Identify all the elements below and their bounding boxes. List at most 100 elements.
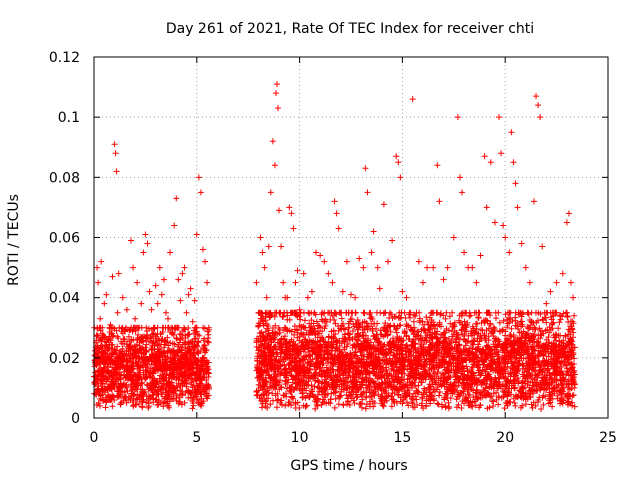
data-point-band: [130, 355, 137, 362]
data-point-band: [199, 366, 206, 373]
data-point-band: [178, 331, 185, 338]
data-point-band: [195, 339, 202, 346]
data-point-band: [161, 367, 168, 374]
data-point-band: [258, 404, 265, 411]
data-point-band: [429, 393, 436, 400]
data-point-band: [138, 376, 145, 383]
data-point-band: [121, 350, 128, 357]
data-point-band: [121, 395, 128, 402]
data-point-band: [277, 383, 284, 390]
chart-title: Day 261 of 2021, Rate Of TEC Index for r…: [166, 21, 534, 37]
data-point-band: [188, 390, 195, 397]
data-point-band: [189, 398, 196, 405]
data-point-band: [187, 346, 194, 353]
data-point-band: [162, 356, 169, 363]
data-point-band: [127, 350, 134, 357]
data-point-band: [204, 384, 211, 391]
data-point-band: [191, 342, 198, 349]
data-point-band: [197, 401, 204, 408]
data-point-band: [195, 357, 202, 364]
data-point-band: [165, 402, 172, 409]
data-point-band: [178, 363, 185, 370]
data-point-band: [136, 367, 143, 374]
data-point-band: [131, 371, 138, 378]
data-point-band: [111, 397, 118, 404]
data-point-band: [132, 376, 139, 383]
data-point-band: [143, 347, 150, 354]
data-point-band: [127, 395, 134, 402]
data-point-band: [166, 370, 173, 377]
data-point-band: [113, 381, 120, 388]
data-point-band: [127, 383, 134, 390]
data-point-band: [185, 331, 192, 338]
data-point-band: [118, 399, 125, 406]
data-point-band: [123, 381, 130, 388]
data-point-band: [168, 348, 175, 355]
data-point-band: [166, 379, 173, 386]
data-point-band: [128, 362, 135, 369]
data-point-band: [155, 349, 162, 356]
data-point-band: [150, 383, 157, 390]
data-point-band: [156, 345, 163, 352]
data-point-band: [154, 401, 161, 408]
data-point-band: [135, 331, 142, 338]
data-point-band: [187, 358, 194, 365]
data-point-band: [107, 393, 114, 400]
data-point-band: [159, 361, 166, 368]
data-point-band: [474, 320, 481, 327]
data-point-band: [125, 343, 132, 350]
data-point-band: [165, 324, 172, 331]
data-point-band: [154, 364, 161, 371]
data-points: [91, 81, 578, 412]
data-point-band: [194, 362, 201, 369]
data-point-band: [405, 402, 412, 409]
data-point-band: [179, 373, 186, 380]
data-point-band: [354, 316, 361, 323]
data-point-band: [190, 370, 197, 377]
data-point-band: [121, 335, 128, 342]
data-point-band: [95, 367, 102, 374]
data-point-band: [173, 367, 180, 374]
data-point-band: [114, 371, 121, 378]
data-point-band: [161, 337, 168, 344]
data-point-band: [178, 401, 185, 408]
data-point-band: [184, 355, 191, 362]
data-point-band: [114, 388, 121, 395]
data-point-band: [511, 400, 518, 407]
data-point-band: [197, 391, 204, 398]
data-point-band: [104, 383, 111, 390]
data-point-band: [184, 345, 191, 352]
data-point-band: [117, 361, 124, 368]
data-point-band: [176, 366, 183, 373]
data-point-band: [94, 386, 101, 393]
data-point-band: [181, 339, 188, 346]
data-point-band: [100, 374, 107, 381]
data-point-band: [131, 344, 138, 351]
data-point-band: [493, 315, 500, 322]
data-point-band: [151, 358, 158, 365]
data-point-band: [170, 396, 177, 403]
data-point-band: [168, 395, 175, 402]
data-point-band: [174, 384, 181, 391]
data-point-band: [104, 368, 111, 375]
data-point-band: [179, 352, 186, 359]
data-point-band: [97, 396, 104, 403]
data-point-band: [94, 350, 101, 357]
data-point-band: [195, 350, 202, 357]
data-point-band: [126, 342, 133, 349]
data-point-band: [190, 394, 197, 401]
data-point-band: [133, 395, 140, 402]
data-point-band: [173, 334, 180, 341]
data-point-band: [102, 404, 109, 411]
data-point-band: [181, 361, 188, 368]
data-point-band: [98, 342, 105, 349]
data-point-band: [104, 356, 111, 363]
data-point-band: [130, 401, 137, 408]
data-point-band: [124, 359, 131, 366]
data-point-band: [156, 359, 163, 366]
data-point-band: [103, 394, 110, 401]
data-point-band: [105, 345, 112, 352]
data-point-band: [114, 343, 121, 350]
data-point-band: [140, 333, 147, 340]
data-point-band: [275, 396, 282, 403]
